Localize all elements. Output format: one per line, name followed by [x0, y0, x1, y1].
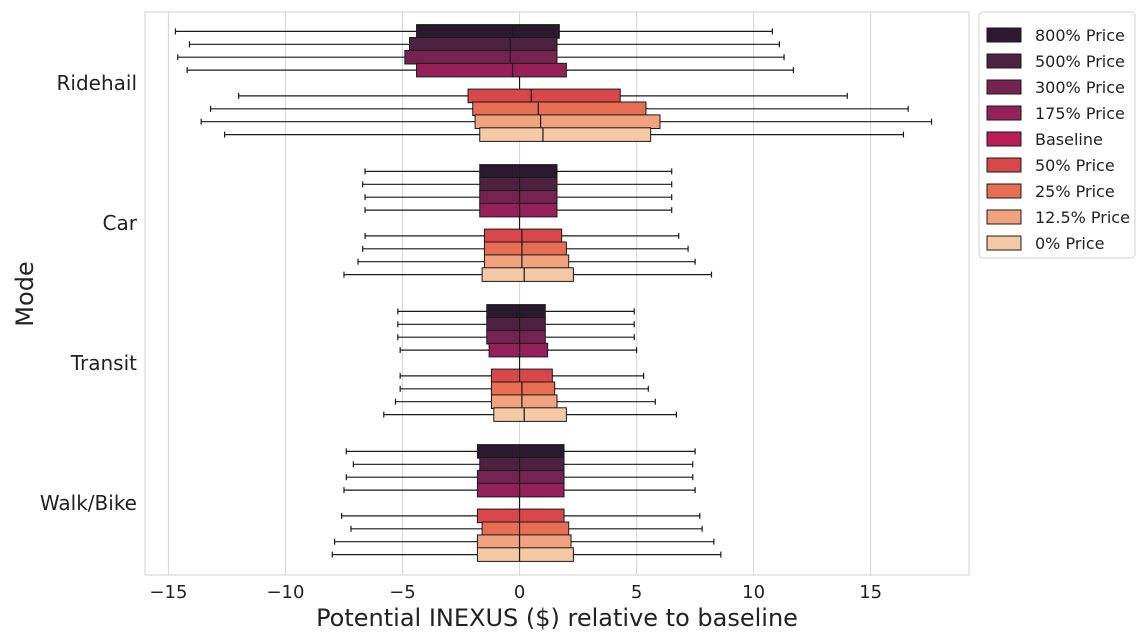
car-50-price-box — [483, 228, 563, 244]
legend-label-500-price: 500% Price — [1035, 52, 1125, 71]
car-0-price-box — [481, 267, 574, 282]
transit-0-price-box — [493, 407, 567, 422]
transit-50-price-box — [490, 368, 553, 384]
car-25-price-box — [483, 241, 567, 257]
legend-label-0-price: 0% Price — [1035, 234, 1105, 253]
legend: 800% Price 500% Price 300% Price 175% Price… — [978, 11, 1136, 259]
legend-swatch-0-price — [986, 235, 1022, 251]
walk-bike-0-price-box — [476, 547, 574, 562]
legend-label-baseline: Baseline — [1035, 130, 1103, 149]
car-300-price-box — [479, 189, 558, 205]
x-tick-label-0: −15 — [149, 582, 187, 603]
walk-bike-500-price-box — [479, 457, 565, 472]
ridehail-12-5-price-box — [474, 114, 661, 130]
legend-swatch-25-price — [986, 183, 1022, 199]
legend-swatch-12-5-price — [986, 209, 1022, 225]
legend-swatch-175-price — [986, 105, 1022, 121]
car-175-price-box — [479, 202, 558, 218]
walk-bike-800-price-box — [476, 444, 565, 459]
legend-swatch-800-price — [986, 27, 1022, 43]
ridehail-25-price-box — [472, 101, 647, 117]
y-axis-title: Mode — [11, 261, 39, 326]
transit-300-price-box — [486, 329, 546, 345]
ridehail-0-price-box — [479, 127, 652, 142]
transit-175-price-box — [488, 342, 549, 358]
car-12-5-price-box — [483, 254, 570, 269]
x-tick-label-4: 5 — [631, 582, 642, 603]
x-axis-title: Potential INEXUS ($) relative to baselin… — [316, 604, 798, 632]
ridehail-50-price-box — [467, 88, 621, 104]
walk-bike-175-price-box — [476, 482, 565, 498]
ridehail-300-price-box — [404, 49, 558, 65]
walk-bike-25-price-box — [481, 521, 570, 537]
legend-swatch-300-price — [986, 79, 1022, 95]
walk-bike-12-5-price-box — [476, 534, 572, 550]
legend-label-12-5-price: 12.5% Price — [1035, 208, 1130, 227]
legend-entries: 800% Price 500% Price 300% Price 175% Price… — [986, 26, 1130, 253]
legend-swatch-500-price — [986, 53, 1022, 69]
x-tick-label-5: 10 — [742, 582, 765, 603]
ridehail-800-price-box — [416, 24, 560, 39]
legend-label-175-price: 175% Price — [1035, 104, 1125, 123]
transit-800-price-box — [486, 304, 546, 319]
category-label-ridehail: Ridehail — [57, 71, 138, 95]
category-label-transit: Transit — [70, 351, 137, 375]
ridehail-500-price-box — [409, 37, 558, 52]
car-500-price-box — [479, 177, 558, 192]
car-800-price-box — [479, 164, 558, 179]
legend-label-300-price: 300% Price — [1035, 78, 1125, 97]
legend-label-800-price: 800% Price — [1035, 26, 1125, 45]
legend-label-50-price: 50% Price — [1035, 156, 1115, 175]
x-tick-label-6: 15 — [859, 582, 882, 603]
transit-12-5-price-box — [490, 394, 558, 409]
transit-500-price-box — [486, 317, 546, 332]
legend-swatch-50-price — [986, 157, 1022, 173]
walk-bike-300-price-box — [476, 469, 565, 485]
legend-label-25-price: 25% Price — [1035, 182, 1115, 201]
x-tick-label-3: 0 — [514, 582, 525, 603]
x-tick-label-1: −10 — [266, 582, 304, 603]
category-label-walk-bike: Walk/Bike — [40, 491, 137, 515]
x-tick-label-2: −5 — [389, 582, 416, 603]
category-labels: Ridehail Car Transit Walk/Bike — [40, 71, 138, 515]
x-tick-labels: −15 −10 −5 0 5 10 15 — [149, 582, 882, 603]
ridehail-175-price-box — [416, 62, 567, 78]
legend-swatch-baseline — [986, 131, 1022, 147]
walk-bike-50-price-box — [476, 508, 565, 524]
box-series — [174, 24, 933, 562]
transit-25-price-box — [490, 381, 556, 397]
category-label-car: Car — [103, 211, 138, 235]
